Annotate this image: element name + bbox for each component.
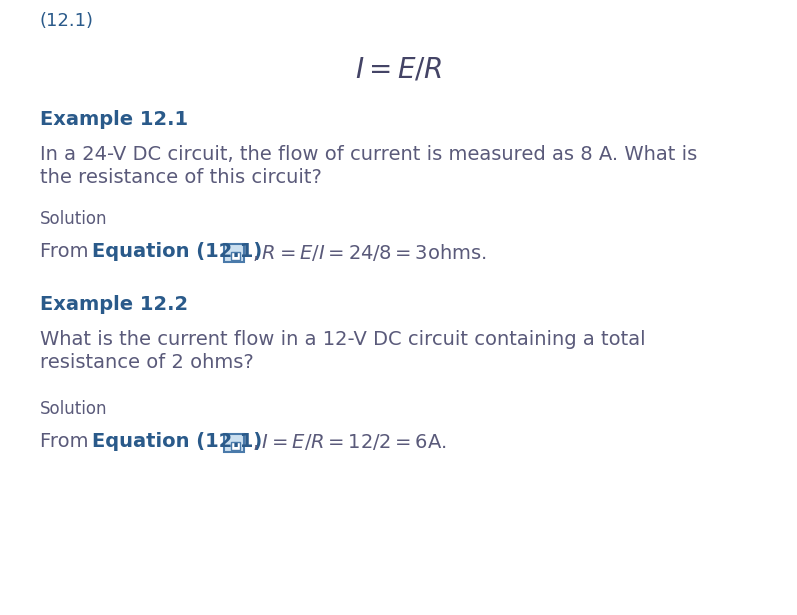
Text: Solution: Solution xyxy=(40,210,108,228)
Text: $, R = E/I = 24/8 = \mathrm{3ohms}.$: $, R = E/I = 24/8 = \mathrm{3ohms}.$ xyxy=(252,242,487,263)
Text: the resistance of this circuit?: the resistance of this circuit? xyxy=(40,168,322,187)
FancyBboxPatch shape xyxy=(224,244,244,262)
Text: Equation (12.1): Equation (12.1) xyxy=(92,432,262,451)
Text: Example 12.2: Example 12.2 xyxy=(40,295,188,314)
Text: $I = E/R$: $I = E/R$ xyxy=(355,55,442,83)
Text: Equation (12.1): Equation (12.1) xyxy=(92,242,262,261)
Text: From: From xyxy=(40,432,95,451)
Text: Example 12.1: Example 12.1 xyxy=(40,110,188,129)
Text: Solution: Solution xyxy=(40,400,108,418)
Text: What is the current flow in a 12-V DC circuit containing a total: What is the current flow in a 12-V DC ci… xyxy=(40,330,646,349)
FancyBboxPatch shape xyxy=(231,442,240,450)
FancyBboxPatch shape xyxy=(224,434,244,452)
Text: In a 24-V DC circuit, the flow of current is measured as 8 A. What is: In a 24-V DC circuit, the flow of curren… xyxy=(40,145,697,164)
Text: resistance of 2 ohms?: resistance of 2 ohms? xyxy=(40,353,253,372)
Text: From: From xyxy=(40,242,95,261)
FancyBboxPatch shape xyxy=(231,252,240,260)
Text: $, I = E/R = 12/2 = \mathrm{6A}.$: $, I = E/R = 12/2 = \mathrm{6A}.$ xyxy=(252,432,446,452)
Text: (12.1): (12.1) xyxy=(40,12,94,30)
